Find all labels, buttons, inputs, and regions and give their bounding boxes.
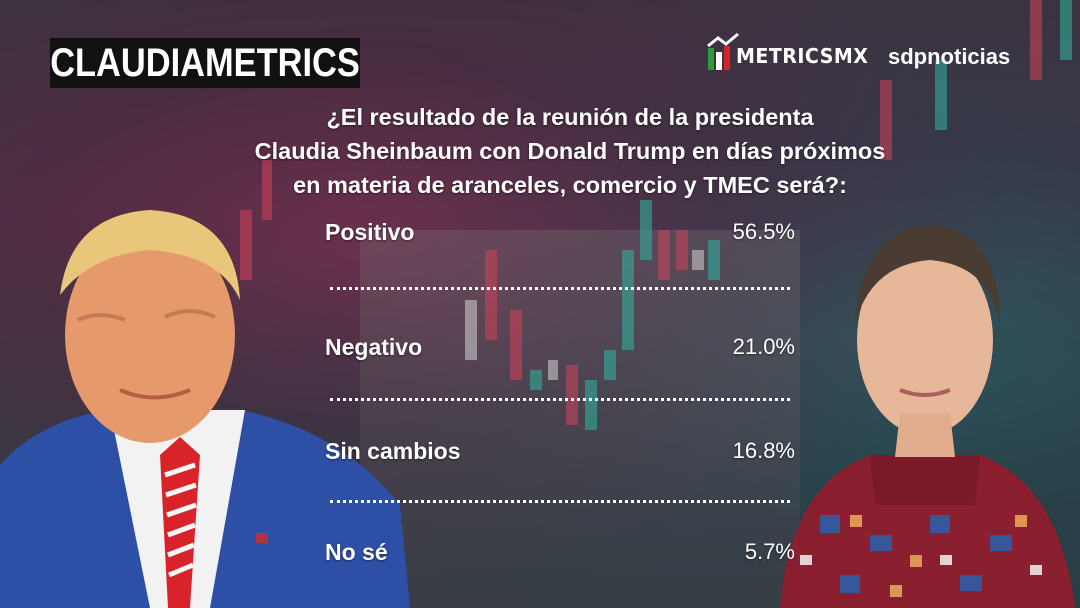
- result-label: Negativo: [325, 334, 423, 360]
- result-label: No sé: [325, 539, 388, 565]
- result-row-positivo: Positivo 56.5%: [325, 219, 795, 249]
- candle: [1030, 0, 1042, 80]
- candle: [548, 360, 558, 380]
- question-line: ¿El resultado de la reunión de la presid…: [326, 104, 814, 130]
- candle: [604, 350, 616, 380]
- result-value: 5.7%: [744, 539, 795, 564]
- result-divider: [330, 287, 790, 290]
- candle: [262, 160, 272, 220]
- donald-trump-photo: [0, 210, 410, 608]
- sdpnoticias-logo: sdpnoticias: [888, 44, 1011, 69]
- candle: [566, 365, 578, 425]
- poll-results: Positivo 56.5% Negativo 21.0% Sin cambio…: [325, 0, 800, 608]
- candle: [465, 300, 477, 360]
- result-value: 16.8%: [732, 438, 795, 463]
- candle: [692, 250, 704, 270]
- candle: [622, 250, 634, 350]
- candle: [485, 250, 497, 340]
- result-value: 21.0%: [732, 334, 795, 359]
- result-row-negativo: Negativo 21.0%: [325, 334, 795, 364]
- candle: [880, 80, 892, 160]
- result-divider: [330, 500, 790, 503]
- candle: [1060, 0, 1072, 60]
- badge-label: CLAUDIAMETRICS: [50, 40, 360, 85]
- candle: [530, 370, 542, 390]
- background-building: [360, 230, 800, 608]
- candle: [510, 310, 522, 380]
- candle: [935, 60, 947, 130]
- result-value: 56.5%: [732, 219, 795, 244]
- metricsmx-logo: METRICSMX: [706, 32, 869, 74]
- metricsmx-logo-icon: [707, 32, 739, 70]
- candle: [658, 230, 670, 280]
- result-label: Sin cambios: [325, 438, 461, 464]
- poll-question: ¿El resultado de la reunión de la presid…: [150, 100, 990, 202]
- result-divider: [330, 398, 790, 401]
- claudiametrics-badge: CLAUDIAMETRICS: [50, 38, 360, 88]
- result-row-sin-cambios: Sin cambios 16.8%: [325, 438, 795, 468]
- question-line: Claudia Sheinbaum con Donald Trump en dí…: [254, 138, 886, 164]
- claudia-sheinbaum-photo: [780, 225, 1075, 608]
- metricsmx-logo-text: METRICSMX: [736, 44, 869, 68]
- question-line: en materia de aranceles, comercio y TMEC…: [293, 172, 847, 198]
- result-label: Positivo: [325, 219, 415, 245]
- result-row-no-se: No sé 5.7%: [325, 539, 795, 569]
- candle: [676, 230, 688, 270]
- candle: [585, 380, 597, 430]
- candle: [708, 240, 720, 280]
- candle: [240, 210, 252, 280]
- candle: [640, 200, 652, 260]
